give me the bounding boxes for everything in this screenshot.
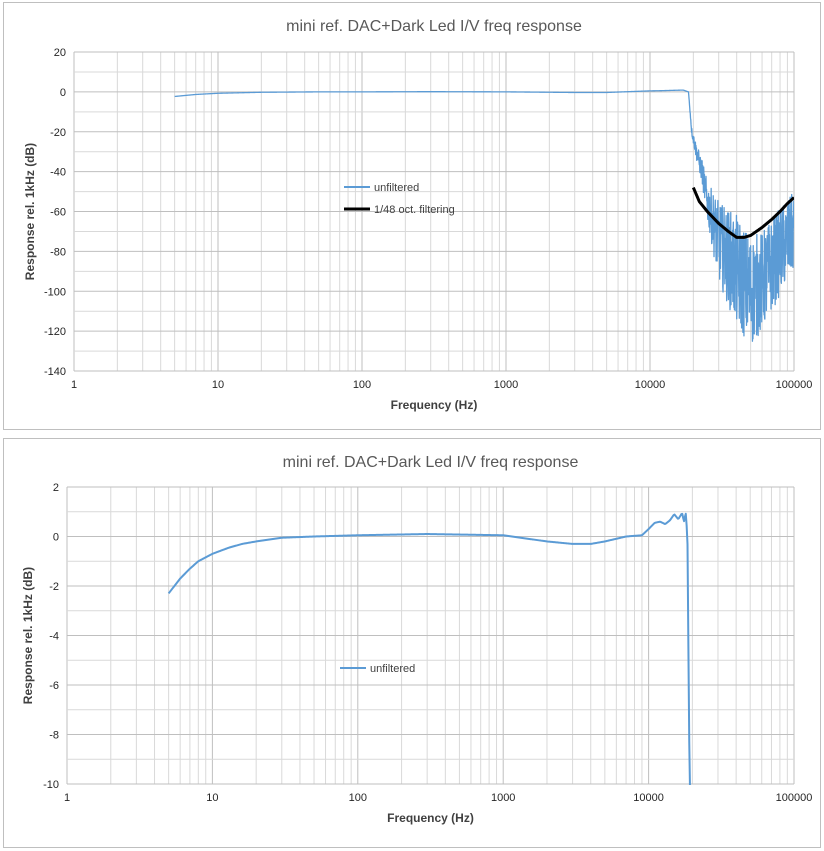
x-tick-label: 10000	[635, 379, 666, 391]
y-tick-label: -120	[44, 326, 66, 338]
legend-entry: unfiltered	[374, 182, 419, 194]
chart-panel-bottom: mini ref. DAC+Dark Led I/V freq response…	[3, 438, 821, 848]
y-tick-label: -80	[50, 246, 66, 258]
y-tick-label: -4	[49, 631, 59, 643]
x-tick-label: 1	[71, 379, 77, 391]
x-tick-label: 100000	[776, 792, 813, 804]
y-tick-label: -140	[44, 366, 66, 378]
x-axis-label: Frequency (Hz)	[391, 398, 478, 412]
series-group	[174, 89, 794, 342]
x-tick-label: 1000	[491, 792, 515, 804]
y-tick-label: 0	[53, 532, 59, 544]
y-tick-label: -60	[50, 207, 66, 219]
y-tick-label: 0	[60, 87, 66, 99]
chart-panel-top: mini ref. DAC+Dark Led I/V freq response…	[3, 2, 821, 430]
chart-title: mini ref. DAC+Dark Led I/V freq response	[286, 18, 582, 35]
series-line-0	[167, 512, 691, 785]
y-axis-label: Response rel. 1kHz (dB)	[23, 143, 37, 280]
y-tick-label: -6	[49, 680, 59, 692]
series-line-0	[174, 89, 794, 342]
y-tick-label: -8	[49, 730, 59, 742]
y-tick-label: -40	[50, 167, 66, 179]
chart-bottom: mini ref. DAC+Dark Led I/V freq response…	[21, 454, 813, 825]
legend-entry: 1/48 oct. filtering	[374, 204, 455, 216]
grid	[73, 51, 795, 372]
x-tick-label: 100000	[776, 379, 813, 391]
x-tick-label: 100	[349, 792, 367, 804]
legend-entry: unfiltered	[370, 663, 415, 675]
y-tick-label: 2	[53, 482, 59, 494]
y-tick-label: -20	[50, 127, 66, 139]
y-tick-label: -2	[49, 581, 59, 593]
chart-top: mini ref. DAC+Dark Led I/V freq response…	[23, 18, 813, 412]
x-axis-label: Frequency (Hz)	[387, 811, 474, 825]
x-tick-label: 1	[64, 792, 70, 804]
x-tick-label: 1000	[494, 379, 518, 391]
chart-title: mini ref. DAC+Dark Led I/V freq response	[283, 454, 579, 471]
y-axis-label: Response rel. 1kHz (dB)	[21, 567, 35, 704]
x-tick-label: 10	[212, 379, 224, 391]
x-tick-label: 100	[353, 379, 371, 391]
y-tick-label: -10	[43, 779, 59, 791]
x-tick-label: 10000	[633, 792, 664, 804]
series-line-1	[691, 186, 794, 239]
grid	[66, 486, 795, 785]
series-group	[167, 512, 691, 785]
y-tick-label: 20	[54, 47, 66, 59]
y-tick-label: -100	[44, 286, 66, 298]
x-tick-label: 10	[206, 792, 218, 804]
